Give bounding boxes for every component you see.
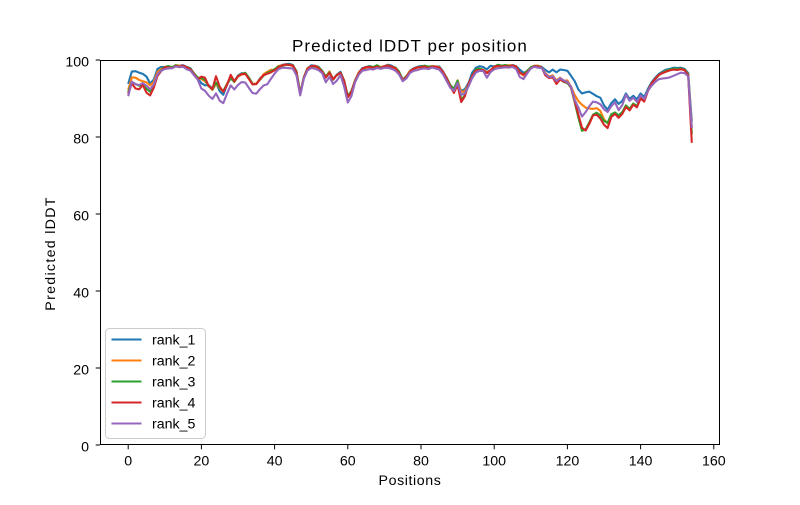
svg-text:0: 0 [124, 453, 132, 469]
svg-text:20: 20 [194, 453, 210, 469]
svg-text:120: 120 [556, 453, 580, 469]
svg-text:rank_4: rank_4 [152, 396, 195, 412]
svg-text:140: 140 [629, 453, 653, 469]
svg-text:rank_2: rank_2 [152, 354, 195, 370]
svg-text:80: 80 [73, 131, 89, 147]
svg-text:160: 160 [702, 453, 726, 469]
svg-text:rank_1: rank_1 [152, 333, 195, 349]
svg-text:0: 0 [81, 439, 89, 455]
svg-text:40: 40 [73, 285, 89, 301]
svg-text:rank_5: rank_5 [152, 417, 195, 433]
svg-text:Positions: Positions [379, 473, 442, 489]
svg-text:40: 40 [267, 453, 283, 469]
svg-text:60: 60 [73, 208, 89, 224]
svg-text:20: 20 [73, 362, 89, 378]
svg-text:100: 100 [482, 453, 506, 469]
svg-text:100: 100 [65, 54, 89, 70]
svg-text:Predicted lDDT per position: Predicted lDDT per position [292, 37, 528, 56]
svg-text:60: 60 [340, 453, 356, 469]
svg-text:Predicted lDDT: Predicted lDDT [43, 196, 59, 310]
svg-text:rank_3: rank_3 [152, 375, 195, 391]
svg-text:80: 80 [413, 453, 429, 469]
